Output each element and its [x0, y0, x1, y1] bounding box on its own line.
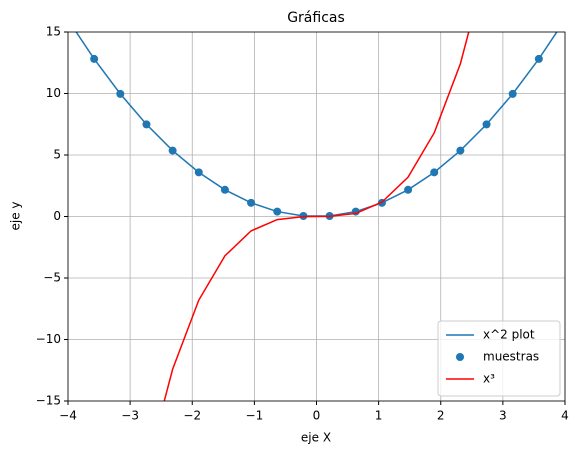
scatter-point	[534, 54, 543, 63]
scatter-point	[194, 168, 203, 177]
scatter-point	[142, 120, 151, 129]
legend-swatch	[456, 353, 464, 361]
legend-box	[437, 320, 561, 397]
plot-area	[64, 16, 569, 401]
y-tick-label: 15	[46, 25, 61, 39]
scatter-point	[456, 146, 465, 155]
y-tick-label: 10	[46, 86, 61, 100]
x-tick-label: −1	[246, 409, 264, 423]
x-axis-label: eje X	[301, 431, 331, 445]
scatter-point	[508, 89, 517, 98]
y-axis-label: eje y	[9, 201, 23, 230]
scatter-point	[561, 16, 569, 24]
scatter-point	[247, 198, 256, 207]
scatter-point	[90, 54, 99, 63]
legend-label: x^2 plot	[483, 328, 535, 342]
scatter-point	[430, 168, 439, 177]
scatter-point	[273, 207, 282, 216]
x-tick-label: 0	[313, 409, 321, 423]
line-series	[163, 32, 470, 401]
x-tick-label: −2	[183, 409, 201, 423]
scatter-point	[64, 16, 72, 24]
y-tick-label: 0	[53, 209, 61, 223]
y-tick-label: −10	[36, 332, 61, 346]
scatter-point	[116, 89, 125, 98]
x-tick-label: 4	[561, 409, 569, 423]
x-tick-label: 1	[375, 409, 383, 423]
y-tick-label: −15	[36, 394, 61, 408]
scatter-point	[482, 120, 491, 129]
x-tick-label: −4	[59, 409, 77, 423]
x-tick-label: −3	[121, 409, 139, 423]
chart-title: Gráficas	[287, 10, 345, 26]
legend-label: x³	[483, 372, 495, 386]
scatter-point	[404, 185, 413, 194]
y-tick-label: −5	[43, 271, 61, 285]
scatter-point	[168, 146, 177, 155]
scatter-point	[220, 185, 229, 194]
legend-label: muestras	[483, 350, 539, 364]
x-tick-label: 2	[437, 409, 445, 423]
x-tick-label: 3	[499, 409, 507, 423]
y-tick-label: 5	[53, 148, 61, 162]
axes-frame	[67, 31, 566, 402]
